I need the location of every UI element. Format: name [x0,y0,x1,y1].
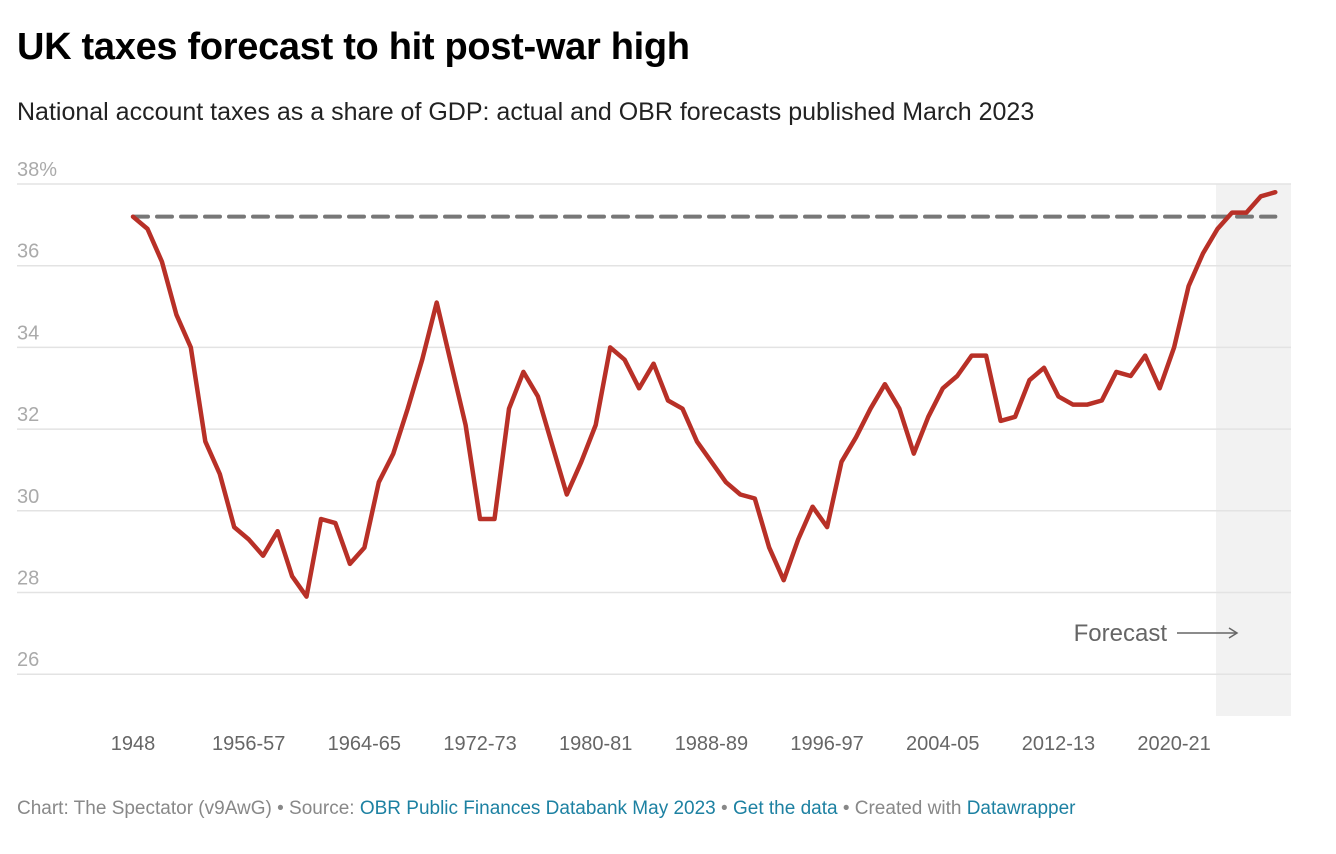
chart-subtitle: National account taxes as a share of GDP… [17,98,1035,126]
y-tick-label: 38% [17,159,57,181]
footer-separator: • [715,798,733,819]
source-link[interactable]: OBR Public Finances Databank May 2023 [359,798,716,819]
y-tick-label: 32 [17,404,39,426]
get-data-link[interactable]: Get the data [732,798,838,819]
y-tick-label: 36 [17,241,39,263]
x-tick-label: 1996-97 [790,733,863,755]
footer-credit: Chart: The Spectator (v9AwG) • Source: [17,798,360,819]
x-tick-label: 2004-05 [906,733,979,755]
series-line [130,189,1278,599]
forecast-label: Forecast [1074,620,1168,647]
chart-footer: Chart: The Spectator (v9AwG) • Source: O… [17,798,1075,820]
x-tick-label: 1980-81 [559,733,632,755]
chart-title: UK taxes forecast to hit post-war high [17,26,690,68]
x-tick-label: 2020-21 [1137,733,1210,755]
x-tick-label: 1972-73 [443,733,516,755]
x-tick-label: 1988-89 [675,733,748,755]
x-tick-label: 2012-13 [1022,733,1095,755]
x-tick-label: 1956-57 [212,733,285,755]
y-tick-label: 28 [17,568,39,590]
forecast-region [1216,184,1291,716]
x-tick-label: 1948 [111,733,156,755]
arrow-head-icon [1228,627,1239,639]
y-tick-label: 34 [17,322,39,344]
footer-created-with: • Created with [837,798,967,819]
x-tick-label: 1964-65 [328,733,401,755]
y-tick-label: 30 [17,486,39,508]
datawrapper-link[interactable]: Datawrapper [966,798,1076,819]
y-tick-label: 26 [17,649,39,671]
